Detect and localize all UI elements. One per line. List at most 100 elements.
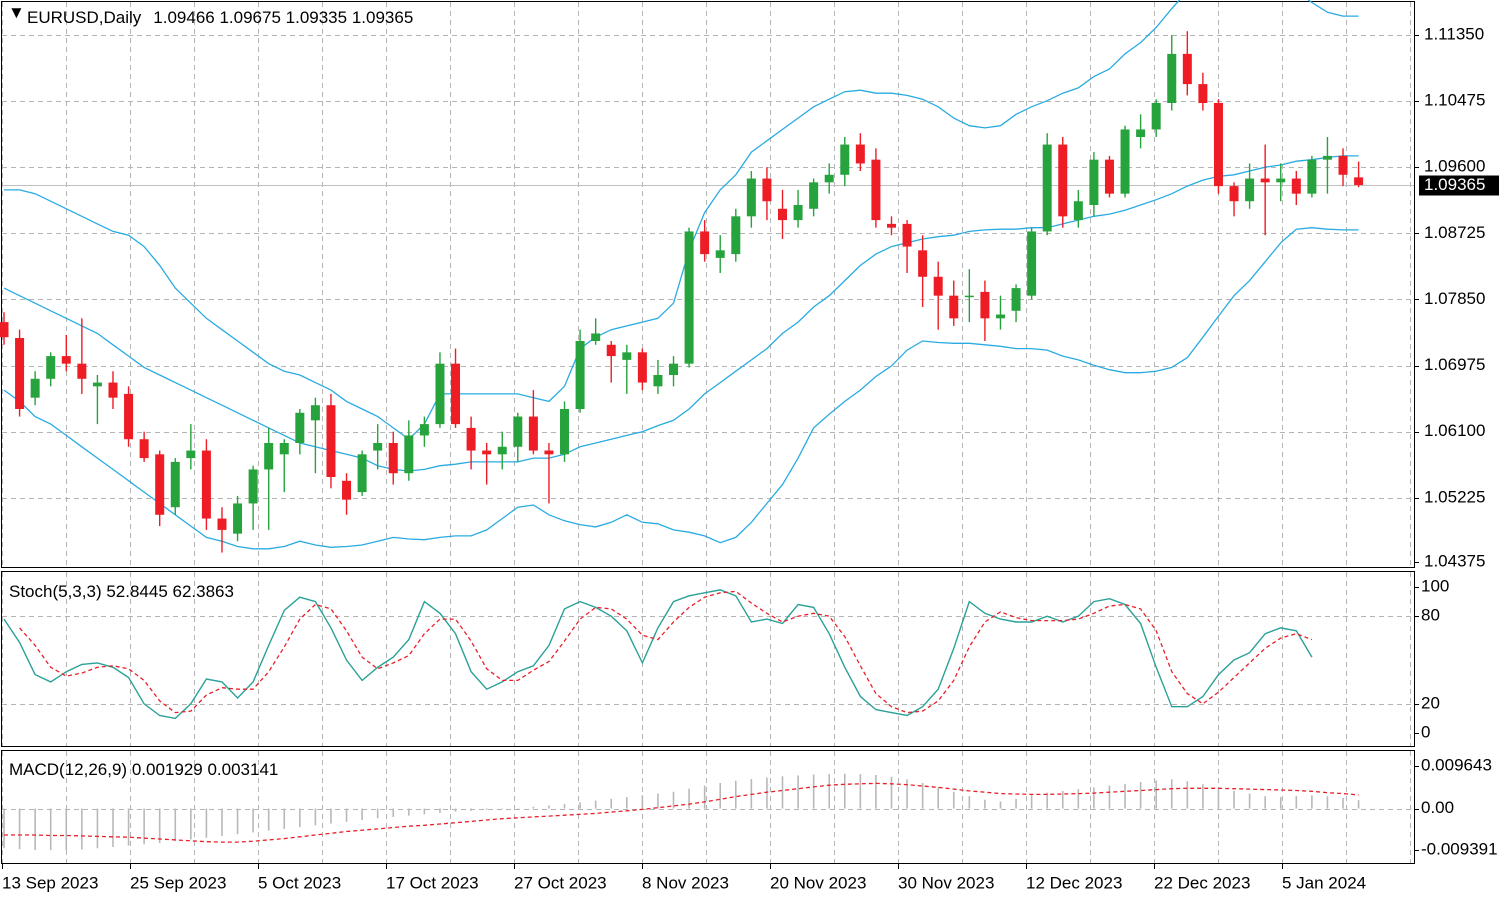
band-lower-line: [3, 227, 1359, 550]
stochastic-lines: [3, 589, 1313, 720]
candle-body: [1322, 155, 1332, 160]
candle-body: [715, 250, 725, 258]
candle-body: [544, 450, 554, 455]
candle-body: [575, 341, 585, 409]
candle-body: [918, 250, 928, 277]
current-price-badge: [1419, 175, 1499, 196]
stoch-tick-label: 80: [1421, 606, 1440, 625]
candle-body: [964, 295, 974, 298]
date-tick-label: 5 Jan 2024: [1282, 873, 1366, 892]
price-tick-label: 1.05225: [1424, 487, 1485, 506]
candle-body: [591, 333, 601, 341]
ohlc-label: 1.09466 1.09675 1.09335 1.09365: [153, 8, 413, 27]
date-tick-label: 25 Sep 2023: [130, 873, 226, 892]
symbol-dropdown-arrow[interactable]: ▼: [8, 3, 25, 22]
price-pane[interactable]: [1, 1, 1415, 568]
symbol-label: EURUSD,Daily: [27, 8, 142, 27]
axis-labels: 1.11350 1.10475 1.09600 1.08725 1.07850 1.069…: [2, 24, 1499, 892]
candle-body: [342, 480, 352, 500]
macd-signal-line: [4, 782, 1359, 843]
candle-body: [419, 424, 429, 436]
candle-body: [1213, 103, 1223, 187]
date-tick-label: 22 Dec 2023: [1154, 873, 1250, 892]
band-middle-line: [3, 155, 1359, 472]
candle-body: [1276, 178, 1286, 183]
candle-body: [124, 393, 134, 440]
stoch-tick-label: 20: [1421, 693, 1440, 712]
candle-body: [1338, 155, 1348, 175]
candle-body: [746, 178, 756, 217]
candle-body: [186, 450, 196, 459]
date-tick-label: 5 Oct 2023: [258, 873, 341, 892]
candle-body: [482, 450, 492, 455]
chart-header: EURUSD,Daily 1.09466 1.09675 1.09335 1.09…: [27, 8, 413, 27]
date-tick-label: 30 Nov 2023: [898, 873, 994, 892]
candle-body: [1182, 53, 1192, 85]
candle-body: [855, 144, 865, 164]
candle-body: [279, 443, 289, 455]
price-tick-label: 1.08725: [1424, 223, 1485, 242]
candle-body: [1291, 178, 1301, 194]
candle-body: [497, 446, 507, 455]
candle-body: [1042, 144, 1052, 232]
candle-body: [326, 405, 336, 477]
candle-body: [793, 205, 803, 221]
price-tick-label: 1.04375: [1424, 551, 1485, 570]
candle-body: [606, 344, 616, 357]
date-tick-label: 8 Nov 2023: [642, 873, 729, 892]
candle-body: [560, 409, 570, 455]
candle-body: [824, 174, 834, 183]
candle-body: [871, 159, 881, 221]
candle-body: [1104, 159, 1114, 194]
candle-body: [669, 363, 679, 375]
candlestick-series: [0, 31, 1364, 553]
macd-tick-label: -0.009391: [1421, 839, 1498, 858]
candle-body: [1136, 129, 1146, 137]
candle-body: [139, 439, 149, 459]
candle-body: [513, 416, 523, 447]
candle-body: [1229, 186, 1239, 202]
candle-body: [949, 295, 959, 319]
candle-body: [404, 435, 414, 474]
candle-body: [92, 382, 102, 387]
grid-lines: [2, 2, 1414, 863]
candle-body: [264, 443, 274, 470]
macd-series: [3, 773, 1360, 851]
candle-body: [61, 356, 71, 364]
candle-body: [217, 518, 227, 530]
date-tick-label: 17 Oct 2023: [386, 873, 479, 892]
candle-body: [809, 182, 819, 209]
candle-body: [451, 363, 461, 425]
candle-body: [1120, 129, 1130, 194]
candle-body: [684, 231, 694, 364]
candle-body: [357, 454, 367, 493]
candle-body: [886, 223, 896, 228]
stoch-signal-line: [19, 590, 1313, 714]
macd-tick-label: 0.009643: [1421, 755, 1492, 774]
candle-body: [466, 427, 476, 451]
price-tick-label: 1.07850: [1424, 289, 1485, 308]
stochastic-label: Stoch(5,3,3) 52.8445 62.3863: [9, 582, 234, 601]
candle-body: [1073, 201, 1083, 221]
price-tick-label: 1.09600: [1424, 157, 1485, 176]
candle-body: [233, 503, 243, 534]
price-tick-label: 1.11350: [1424, 24, 1484, 43]
candle-body: [1167, 53, 1177, 103]
date-tick-label: 20 Nov 2023: [770, 873, 866, 892]
candle-body: [155, 454, 165, 515]
candle-body: [840, 144, 850, 175]
candle-body: [1245, 178, 1255, 202]
candle-body: [653, 375, 663, 387]
candle-body: [435, 363, 445, 425]
candle-body: [1354, 177, 1364, 185]
candle-body: [77, 363, 87, 379]
candle-body: [1151, 103, 1161, 130]
macd-label: MACD(12,26,9) 0.001929 0.003141: [9, 760, 278, 779]
date-tick-label: 13 Sep 2023: [2, 873, 98, 892]
stochastic-pane[interactable]: [1, 571, 1415, 747]
candle-body: [15, 337, 25, 409]
macd-pane[interactable]: [1, 750, 1415, 864]
macd-tick-label: 0.00: [1421, 798, 1454, 817]
current-price-label: 1.09365: [1424, 175, 1485, 194]
